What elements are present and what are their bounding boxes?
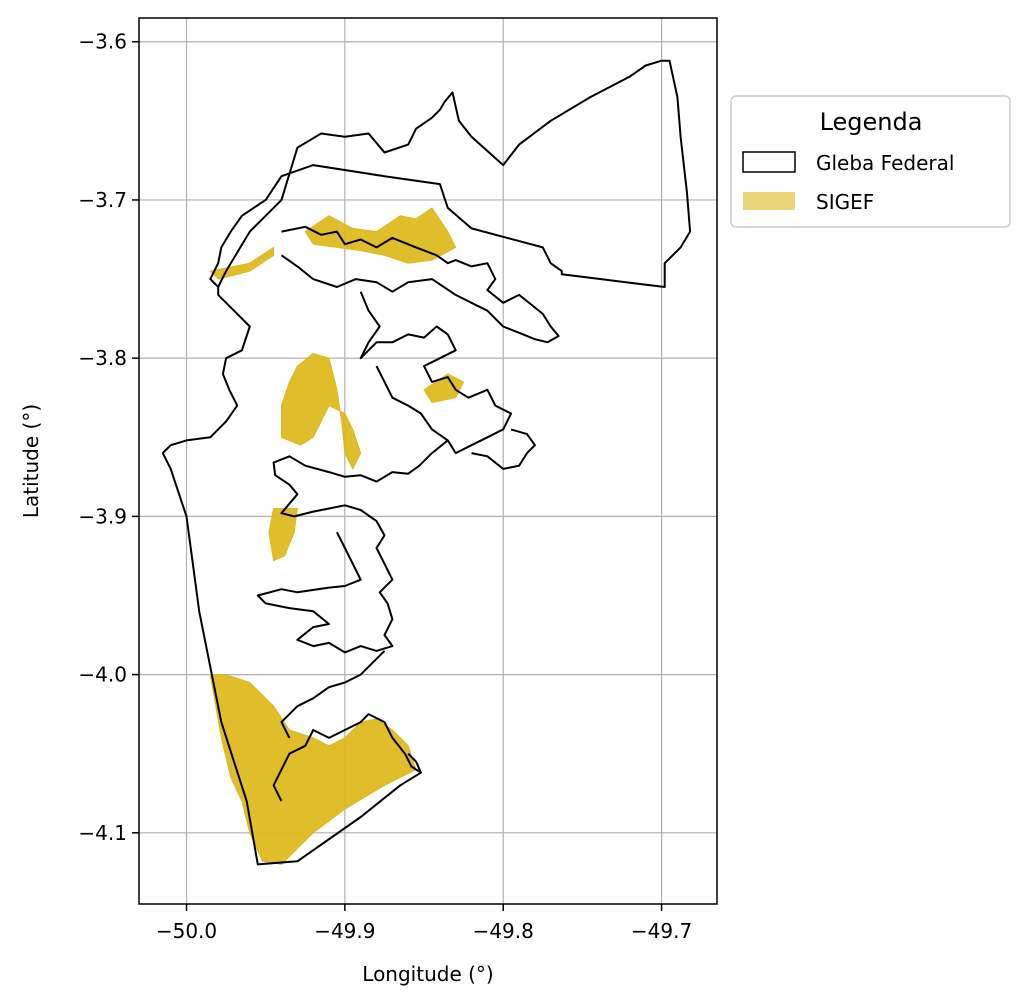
gleba-federal-outline [161,59,692,866]
sigef-polygons [209,207,465,865]
x-tick-label: −49.9 [314,919,375,943]
legend-label-sigef: SIGEF [816,190,874,214]
gleba-federal-river-2 [272,713,422,802]
legend-swatch-sigef [743,192,795,210]
y-tick-label: −3.7 [78,188,127,212]
sigef-polygon-10 [304,207,457,264]
gleba-federal-river-7 [471,428,536,470]
legend-title: Legenda [820,108,923,136]
y-axis-label: Latitude (°) [19,404,43,518]
x-axis-label: Longitude (°) [362,962,493,986]
legend-box [730,95,1011,228]
gleba-federal-river-4 [359,291,513,455]
sigef-polygon-8 [209,674,417,865]
y-tick-label: −4.0 [78,663,127,687]
y-tick-label: −3.8 [78,346,127,370]
y-tick-label: −3.6 [78,30,127,54]
gleba-federal-river-1 [217,59,662,288]
x-tick-label: −50.0 [156,919,217,943]
sigef-polygon-9 [281,352,362,471]
sigef-polygon-13 [423,373,465,404]
x-tick-label: −49.7 [631,919,692,943]
legend: Legenda Gleba Federal SIGEF [730,95,1011,228]
y-tick-label: −4.1 [78,821,127,845]
ticks: −50.0 −49.9 −49.8 −49.7 −3.6 −3.7 −3.8 −3.9 −4.0… [78,30,692,943]
axes-frame [138,17,718,905]
y-tick-label: −3.9 [78,504,127,528]
gleba-federal-river-3 [280,225,560,344]
legend-label-gleba-federal: Gleba Federal [816,151,954,175]
gleba-federal-river-5 [256,439,449,654]
sigef-polygon-12 [268,508,298,562]
gleba-federal-river-6 [280,650,386,739]
x-tick-label: −49.8 [473,919,534,943]
legend-swatch-gleba-federal [742,151,796,173]
